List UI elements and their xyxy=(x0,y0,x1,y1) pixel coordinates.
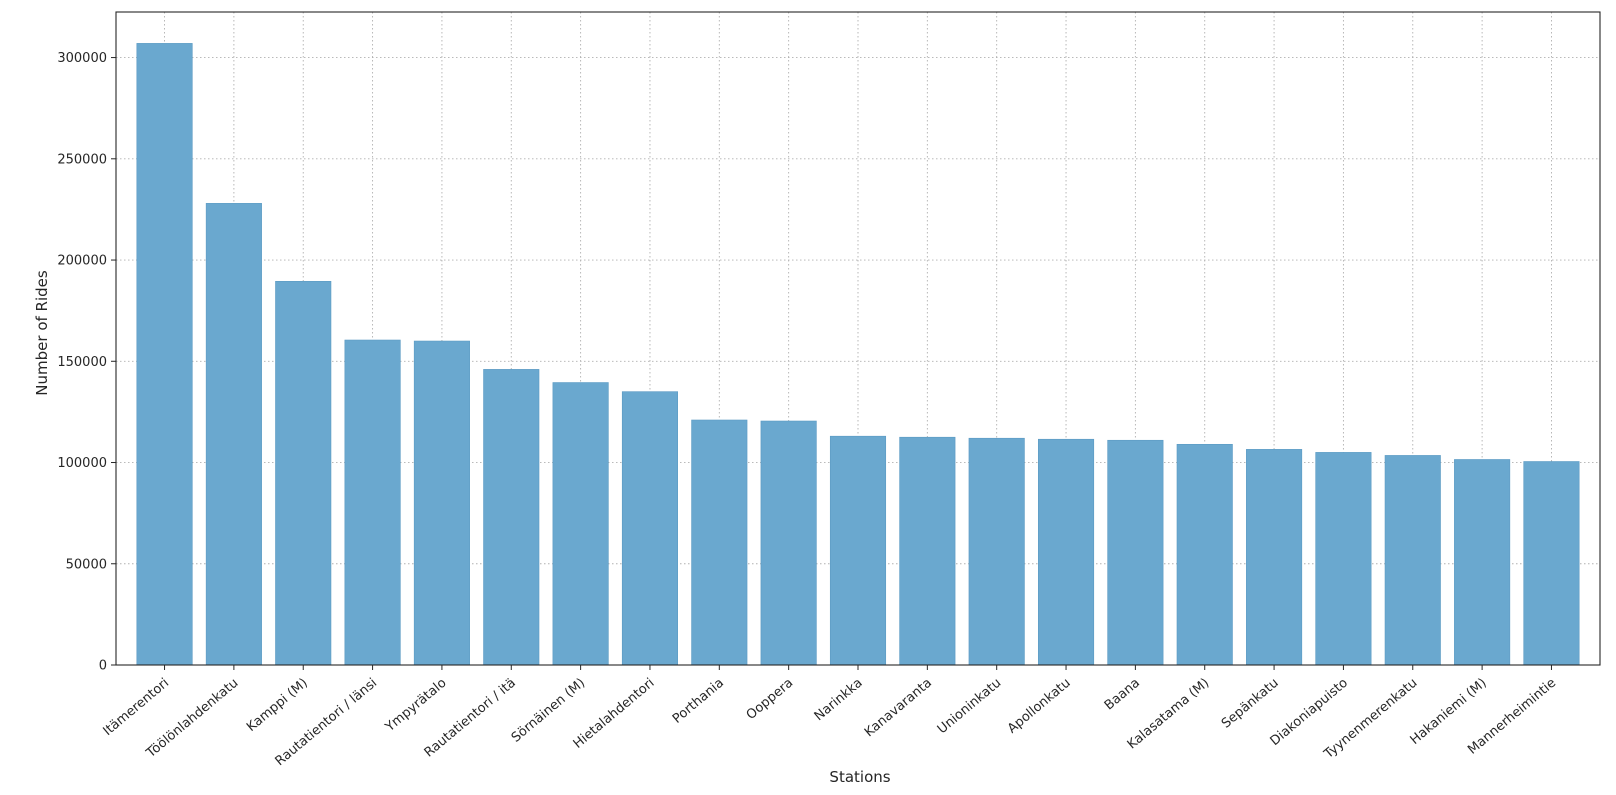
x-tick-label: Ympyrätalo xyxy=(382,676,450,736)
bar-12 xyxy=(968,437,1025,666)
y-tick-label: 200000 xyxy=(57,254,107,269)
x-tick-label: Itämerentori xyxy=(101,676,173,739)
x-tick-label: Apollonkatu xyxy=(1005,676,1074,737)
x-tick-label: Kanavaranta xyxy=(862,676,935,741)
y-axis-label: Number of Rides xyxy=(33,270,51,396)
x-tick-label: Baana xyxy=(1102,676,1143,714)
bar-15 xyxy=(1176,443,1233,666)
y-tick-label: 50000 xyxy=(66,557,107,572)
bar-8 xyxy=(691,419,748,666)
bar-1 xyxy=(205,203,262,666)
y-tick-label: 250000 xyxy=(57,152,107,167)
x-tick-label: Sepänkatu xyxy=(1219,676,1282,732)
bar-16 xyxy=(1246,449,1303,666)
x-tick-label: Ooppera xyxy=(744,676,797,723)
bar-20 xyxy=(1523,461,1580,666)
y-tick-label: 150000 xyxy=(57,355,107,370)
y-tick-label: 100000 xyxy=(57,456,107,471)
y-tick-label: 0 xyxy=(99,659,107,674)
tick-marks xyxy=(111,57,1552,670)
bar-19 xyxy=(1454,459,1511,666)
bar-17 xyxy=(1315,452,1372,666)
bar-7 xyxy=(621,391,679,666)
bar-18 xyxy=(1384,455,1441,666)
bar-3 xyxy=(344,339,401,666)
bar-0 xyxy=(136,43,193,666)
bar-10 xyxy=(829,435,887,666)
x-tick-label: Unioninkatu xyxy=(935,676,1004,738)
bar-5 xyxy=(483,369,540,666)
bar-2 xyxy=(275,280,332,666)
x-tick-label: Narinkka xyxy=(812,676,866,725)
y-tick-label: 300000 xyxy=(57,51,107,66)
x-axis-label: Stations xyxy=(829,768,890,786)
bar-4 xyxy=(413,340,470,666)
x-tick-label: Kamppi (M) xyxy=(244,676,311,735)
bar-14 xyxy=(1107,439,1164,666)
bar-9 xyxy=(760,420,817,666)
x-tick-label: Porthania xyxy=(670,676,727,727)
bar-6 xyxy=(552,382,609,666)
bars xyxy=(136,43,1580,666)
bar-11 xyxy=(899,436,956,666)
bar-13 xyxy=(1037,438,1095,666)
